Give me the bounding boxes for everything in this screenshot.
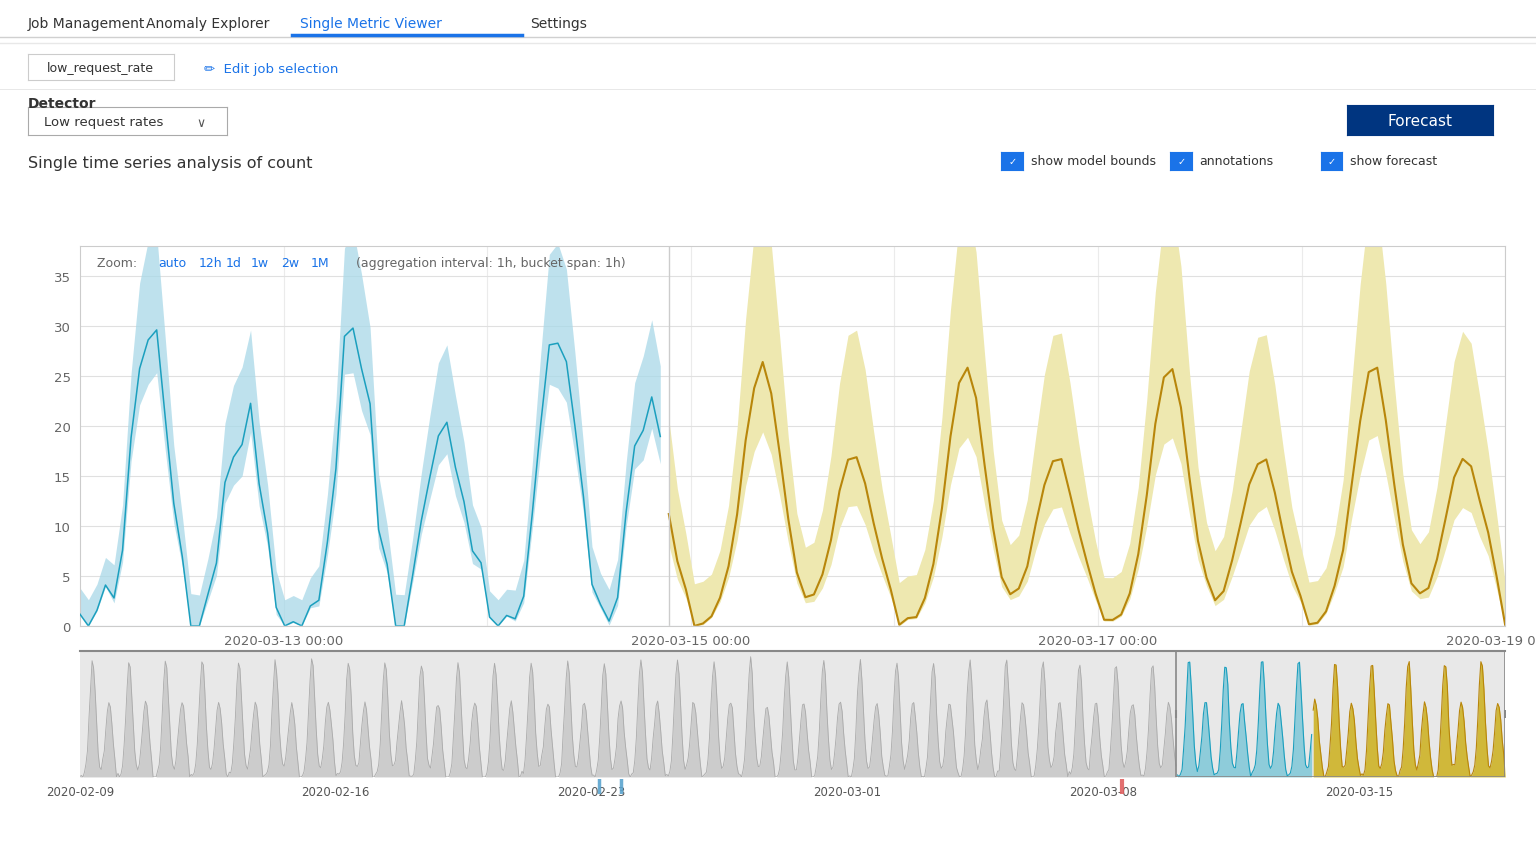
Text: show model bounds: show model bounds	[1031, 155, 1155, 168]
Text: 1w: 1w	[250, 256, 269, 269]
Text: auto: auto	[158, 256, 186, 269]
Text: 2w: 2w	[281, 256, 300, 269]
Text: 1M: 1M	[310, 256, 329, 269]
Bar	[1177, 651, 1505, 777]
Text: annotations: annotations	[1200, 155, 1273, 168]
Text: ✓: ✓	[1177, 157, 1186, 166]
Text: ✓: ✓	[1327, 157, 1336, 166]
Text: Job Management: Job Management	[28, 17, 144, 31]
Text: Detector: Detector	[28, 97, 97, 111]
Text: low_request_rate: low_request_rate	[48, 61, 154, 75]
Text: Anomaly Explorer: Anomaly Explorer	[146, 17, 269, 31]
Bar	[80, 626, 1505, 676]
Text: (aggregation interval: 1h, bucket span: 1h): (aggregation interval: 1h, bucket span: …	[347, 256, 625, 269]
Text: Zoom:: Zoom:	[97, 256, 141, 269]
Text: ∨: ∨	[197, 118, 206, 130]
Text: ✏  Edit job selection: ✏ Edit job selection	[204, 62, 338, 76]
Text: Single time series analysis of count: Single time series analysis of count	[28, 156, 312, 171]
Text: Low request rates: Low request rates	[43, 116, 163, 129]
Text: Single Metric Viewer: Single Metric Viewer	[300, 17, 441, 31]
Text: 1d: 1d	[226, 256, 241, 269]
Text: 12h: 12h	[198, 256, 221, 269]
Text: show forecast: show forecast	[1350, 155, 1438, 168]
Text: ✓: ✓	[1008, 157, 1017, 166]
Text: Settings: Settings	[530, 17, 587, 31]
Text: Forecast: Forecast	[1387, 113, 1453, 129]
